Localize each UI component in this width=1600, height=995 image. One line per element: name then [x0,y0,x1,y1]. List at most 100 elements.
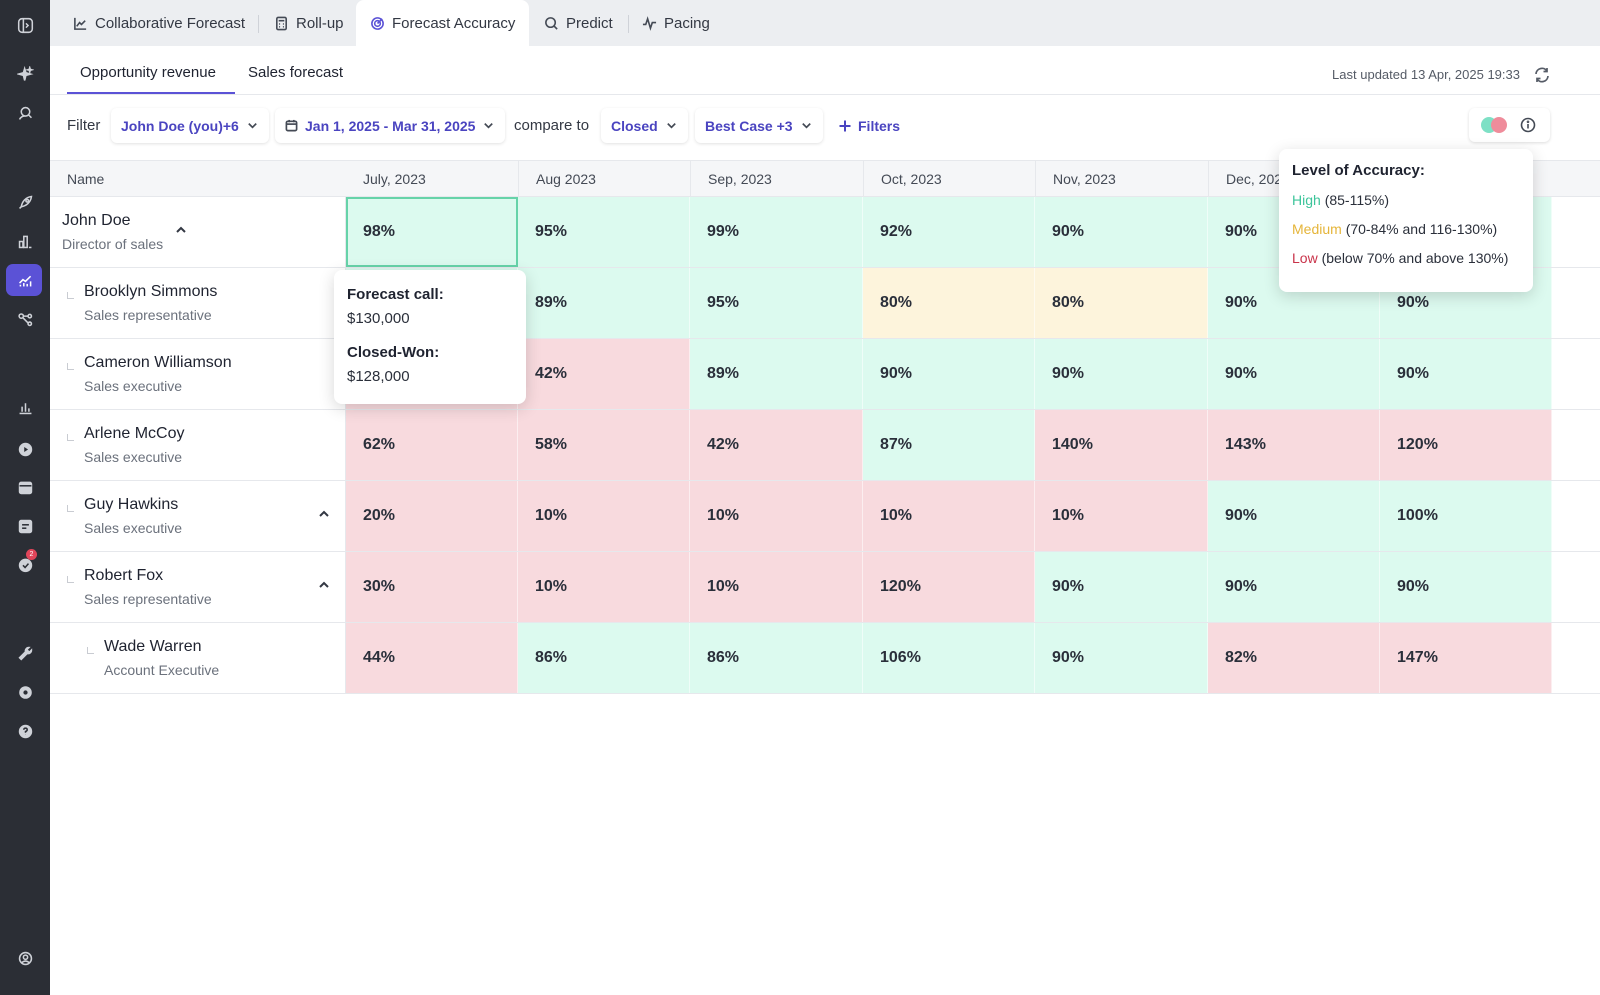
name-cell[interactable]: Brooklyn Simmons Sales representative [50,268,346,338]
analytics-icon[interactable] [0,392,50,422]
tasks-icon[interactable]: 2 [0,549,50,579]
accuracy-cell[interactable]: 95% [690,268,863,338]
accuracy-cell[interactable]: 120% [863,552,1035,622]
month-column-header[interactable]: Oct, 2023 [863,161,1035,197]
accuracy-cell[interactable]: 86% [690,623,863,693]
accuracy-cell[interactable]: 10% [518,481,690,551]
forecast-call-value: $130,000 [347,310,410,327]
accuracy-cell[interactable]: 30% [346,552,518,622]
person-name: Cameron Williamson [84,354,232,371]
info-icon[interactable] [1520,117,1536,133]
sparkle-icon[interactable] [0,59,50,89]
accuracy-cell[interactable]: 92% [863,197,1035,267]
collapse-chevron-icon[interactable] [317,578,331,592]
name-cell[interactable]: Robert Fox Sales representative [50,552,346,622]
date-range-picker[interactable]: Jan 1, 2025 - Mar 31, 2025 [275,108,506,143]
tab-roll-up[interactable]: Roll-up [274,0,344,46]
sidebar-toggle-icon[interactable] [0,10,50,40]
accuracy-cell[interactable]: 58% [518,410,690,480]
accuracy-cell[interactable]: 90% [1380,339,1552,409]
name-cell[interactable]: Wade Warren Account Executive [50,623,346,693]
accuracy-cell[interactable]: 10% [690,552,863,622]
accuracy-cell[interactable]: 42% [518,339,690,409]
settings-icon[interactable] [0,677,50,707]
person-role: Sales executive [84,449,183,465]
accuracy-cell[interactable]: 90% [1380,552,1552,622]
month-column-header[interactable]: Nov, 2023 [1035,161,1208,197]
accuracy-cell[interactable]: 89% [518,268,690,338]
owner-filter-dropdown[interactable]: John Doe (you)+6 [111,108,269,143]
rocket-icon[interactable] [0,187,50,217]
help-icon[interactable] [0,716,50,746]
accuracy-cell[interactable]: 120% [1380,410,1552,480]
name-column-header[interactable]: Name [67,171,105,187]
forecast-category-dropdown[interactable]: Best Case +3 [695,108,823,143]
accuracy-cell[interactable]: 10% [1035,481,1208,551]
tab-collaborative-forecast[interactable]: Collaborative Forecast [73,0,245,46]
accuracy-cell[interactable]: 42% [690,410,863,480]
accuracy-cell[interactable]: 10% [863,481,1035,551]
name-cell[interactable]: Cameron Williamson Sales executive [50,339,346,409]
accuracy-legend-toggle[interactable] [1469,108,1550,142]
accuracy-cell[interactable]: 98% [346,197,518,267]
name-cell[interactable]: John Doe Director of sales [50,197,346,267]
accuracy-cell[interactable]: 86% [518,623,690,693]
flow-icon[interactable] [0,304,50,334]
month-column-header[interactable]: Aug 2023 [518,161,690,197]
month-column-header[interactable]: Dec, 2023 [1208,161,1380,197]
notes-icon[interactable] [0,511,50,541]
compare-to-label: compare to [514,117,590,134]
chevron-down-icon [666,123,676,129]
add-filters-button[interactable]: Filters [838,108,900,143]
subtab-sales-forecast[interactable]: Sales forecast [248,64,344,81]
wrench-icon[interactable] [0,638,50,668]
accuracy-cell[interactable]: 87% [863,410,1035,480]
accuracy-cell[interactable]: 90% [863,339,1035,409]
accuracy-cell[interactable]: 90% [1208,552,1380,622]
refresh-icon[interactable] [1533,66,1551,84]
collapse-chevron-icon[interactable] [317,507,331,521]
accuracy-cell[interactable]: 89% [690,339,863,409]
accuracy-cell[interactable]: 143% [1208,410,1380,480]
tab-forecast-accuracy[interactable]: Forecast Accuracy [356,0,530,46]
accuracy-cell[interactable]: 80% [863,268,1035,338]
profile-icon[interactable] [0,943,50,973]
accuracy-cell[interactable]: 82% [1208,623,1380,693]
search-user-icon[interactable] [0,98,50,128]
name-cell[interactable]: Arlene McCoy Sales executive [50,410,346,480]
accuracy-cell[interactable]: 20% [346,481,518,551]
tab-predict[interactable]: Predict [544,0,613,46]
accuracy-cell[interactable]: 62% [346,410,518,480]
accuracy-cell[interactable]: 90% [1035,552,1208,622]
collapse-chevron-icon[interactable] [174,223,188,237]
accuracy-cell[interactable]: 90% [1035,197,1208,267]
accuracy-cell[interactable]: 10% [518,552,690,622]
month-column-header[interactable]: July, 2023 [363,171,426,187]
accuracy-cell[interactable]: 80% [1035,268,1208,338]
compare-value: Closed [611,117,658,134]
accuracy-cell[interactable]: 90% [1035,623,1208,693]
accuracy-cell[interactable]: 10% [690,481,863,551]
accuracy-cell[interactable]: 100% [1380,481,1552,551]
accuracy-cell[interactable]: 147% [1380,623,1552,693]
accuracy-cell[interactable]: 90% [1035,339,1208,409]
accuracy-cell[interactable]: 44% [346,623,518,693]
legend-item-high: High (85-115%) [1292,192,1520,208]
month-column-header[interactable]: Sep, 2023 [690,161,863,197]
forecast-chart-icon[interactable] [0,264,50,296]
accuracy-cell[interactable]: 95% [518,197,690,267]
accuracy-cell[interactable]: 99% [690,197,863,267]
calculator-icon [276,16,287,30]
name-cell[interactable]: Guy Hawkins Sales executive [50,481,346,551]
compare-dropdown[interactable]: Closed [601,108,688,143]
subtab-opportunity-revenue[interactable]: Opportunity revenue [80,64,216,81]
accuracy-cell[interactable]: 90% [1208,339,1380,409]
play-icon[interactable] [0,434,50,464]
cell-tooltip: Forecast call: $130,000 Closed-Won: $128… [334,270,526,404]
accuracy-cell[interactable]: 140% [1035,410,1208,480]
calendar-icon[interactable] [0,472,50,502]
tab-pacing[interactable]: Pacing [642,0,710,46]
accuracy-cell[interactable]: 90% [1208,481,1380,551]
accuracy-cell[interactable]: 106% [863,623,1035,693]
bar-chart-icon[interactable] [0,226,50,256]
